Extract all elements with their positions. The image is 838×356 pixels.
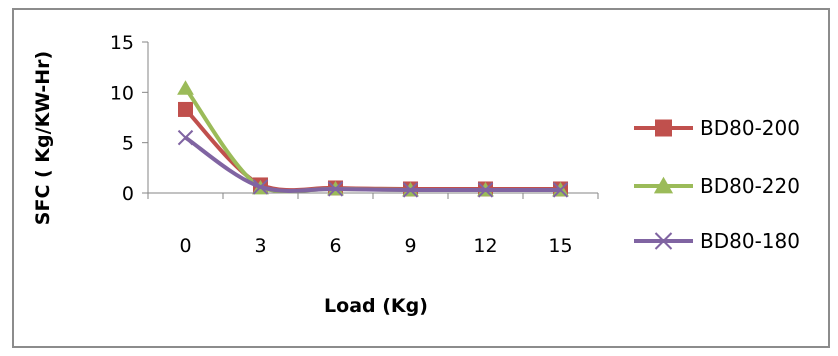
marker-stroke (327, 181, 344, 197)
marker-stroke (552, 182, 569, 198)
y-axis-title: SFC ( Kg/KW-Hr) (32, 51, 54, 225)
data-point (552, 182, 569, 198)
x-tick-label: 9 (404, 235, 416, 257)
legend-marker (654, 232, 673, 250)
series-BD80-200 (178, 101, 568, 197)
axes: 0 5 10 15 0 3 6 9 12 15 (110, 32, 599, 257)
legend: BD80-200 BD80-220 BD80-180 (634, 116, 800, 253)
legend-label: BD80-220 (700, 174, 800, 198)
legend-marker (655, 119, 672, 137)
data-point (402, 182, 419, 198)
y-tick-label: 0 (122, 183, 134, 205)
data-point (252, 179, 269, 195)
marker-stroke (177, 129, 194, 146)
data-point (177, 80, 194, 95)
legend-label: BD80-180 (700, 229, 800, 253)
marker-stroke (477, 182, 494, 198)
x-tick-label: 15 (548, 235, 572, 257)
marker-stroke (654, 232, 673, 250)
y-tick-label: 15 (110, 32, 134, 54)
legend-item: BD80-200 (634, 116, 800, 140)
marker-stroke (402, 182, 419, 198)
series-BD80-180 (177, 129, 569, 198)
series-line (184, 135, 561, 193)
marker-stroke (252, 179, 269, 195)
series-layer (177, 80, 569, 198)
y-tick-label: 5 (122, 133, 134, 155)
data-point (327, 181, 344, 197)
y-tick-label: 10 (110, 82, 134, 104)
data-point (178, 101, 193, 117)
legend-item: BD80-220 (634, 174, 800, 198)
data-point (477, 182, 494, 198)
series-BD80-220 (177, 80, 569, 197)
legend-marker (653, 176, 674, 194)
x-tick-label: 6 (329, 235, 341, 257)
data-point (177, 129, 194, 146)
x-axis-title: Load (Kg) (324, 295, 428, 317)
x-tick-label: 3 (254, 235, 266, 257)
legend-item: BD80-180 (634, 229, 800, 253)
x-tick-label: 0 (179, 235, 191, 257)
legend-label: BD80-200 (700, 116, 800, 140)
x-tick-label: 12 (473, 235, 497, 257)
